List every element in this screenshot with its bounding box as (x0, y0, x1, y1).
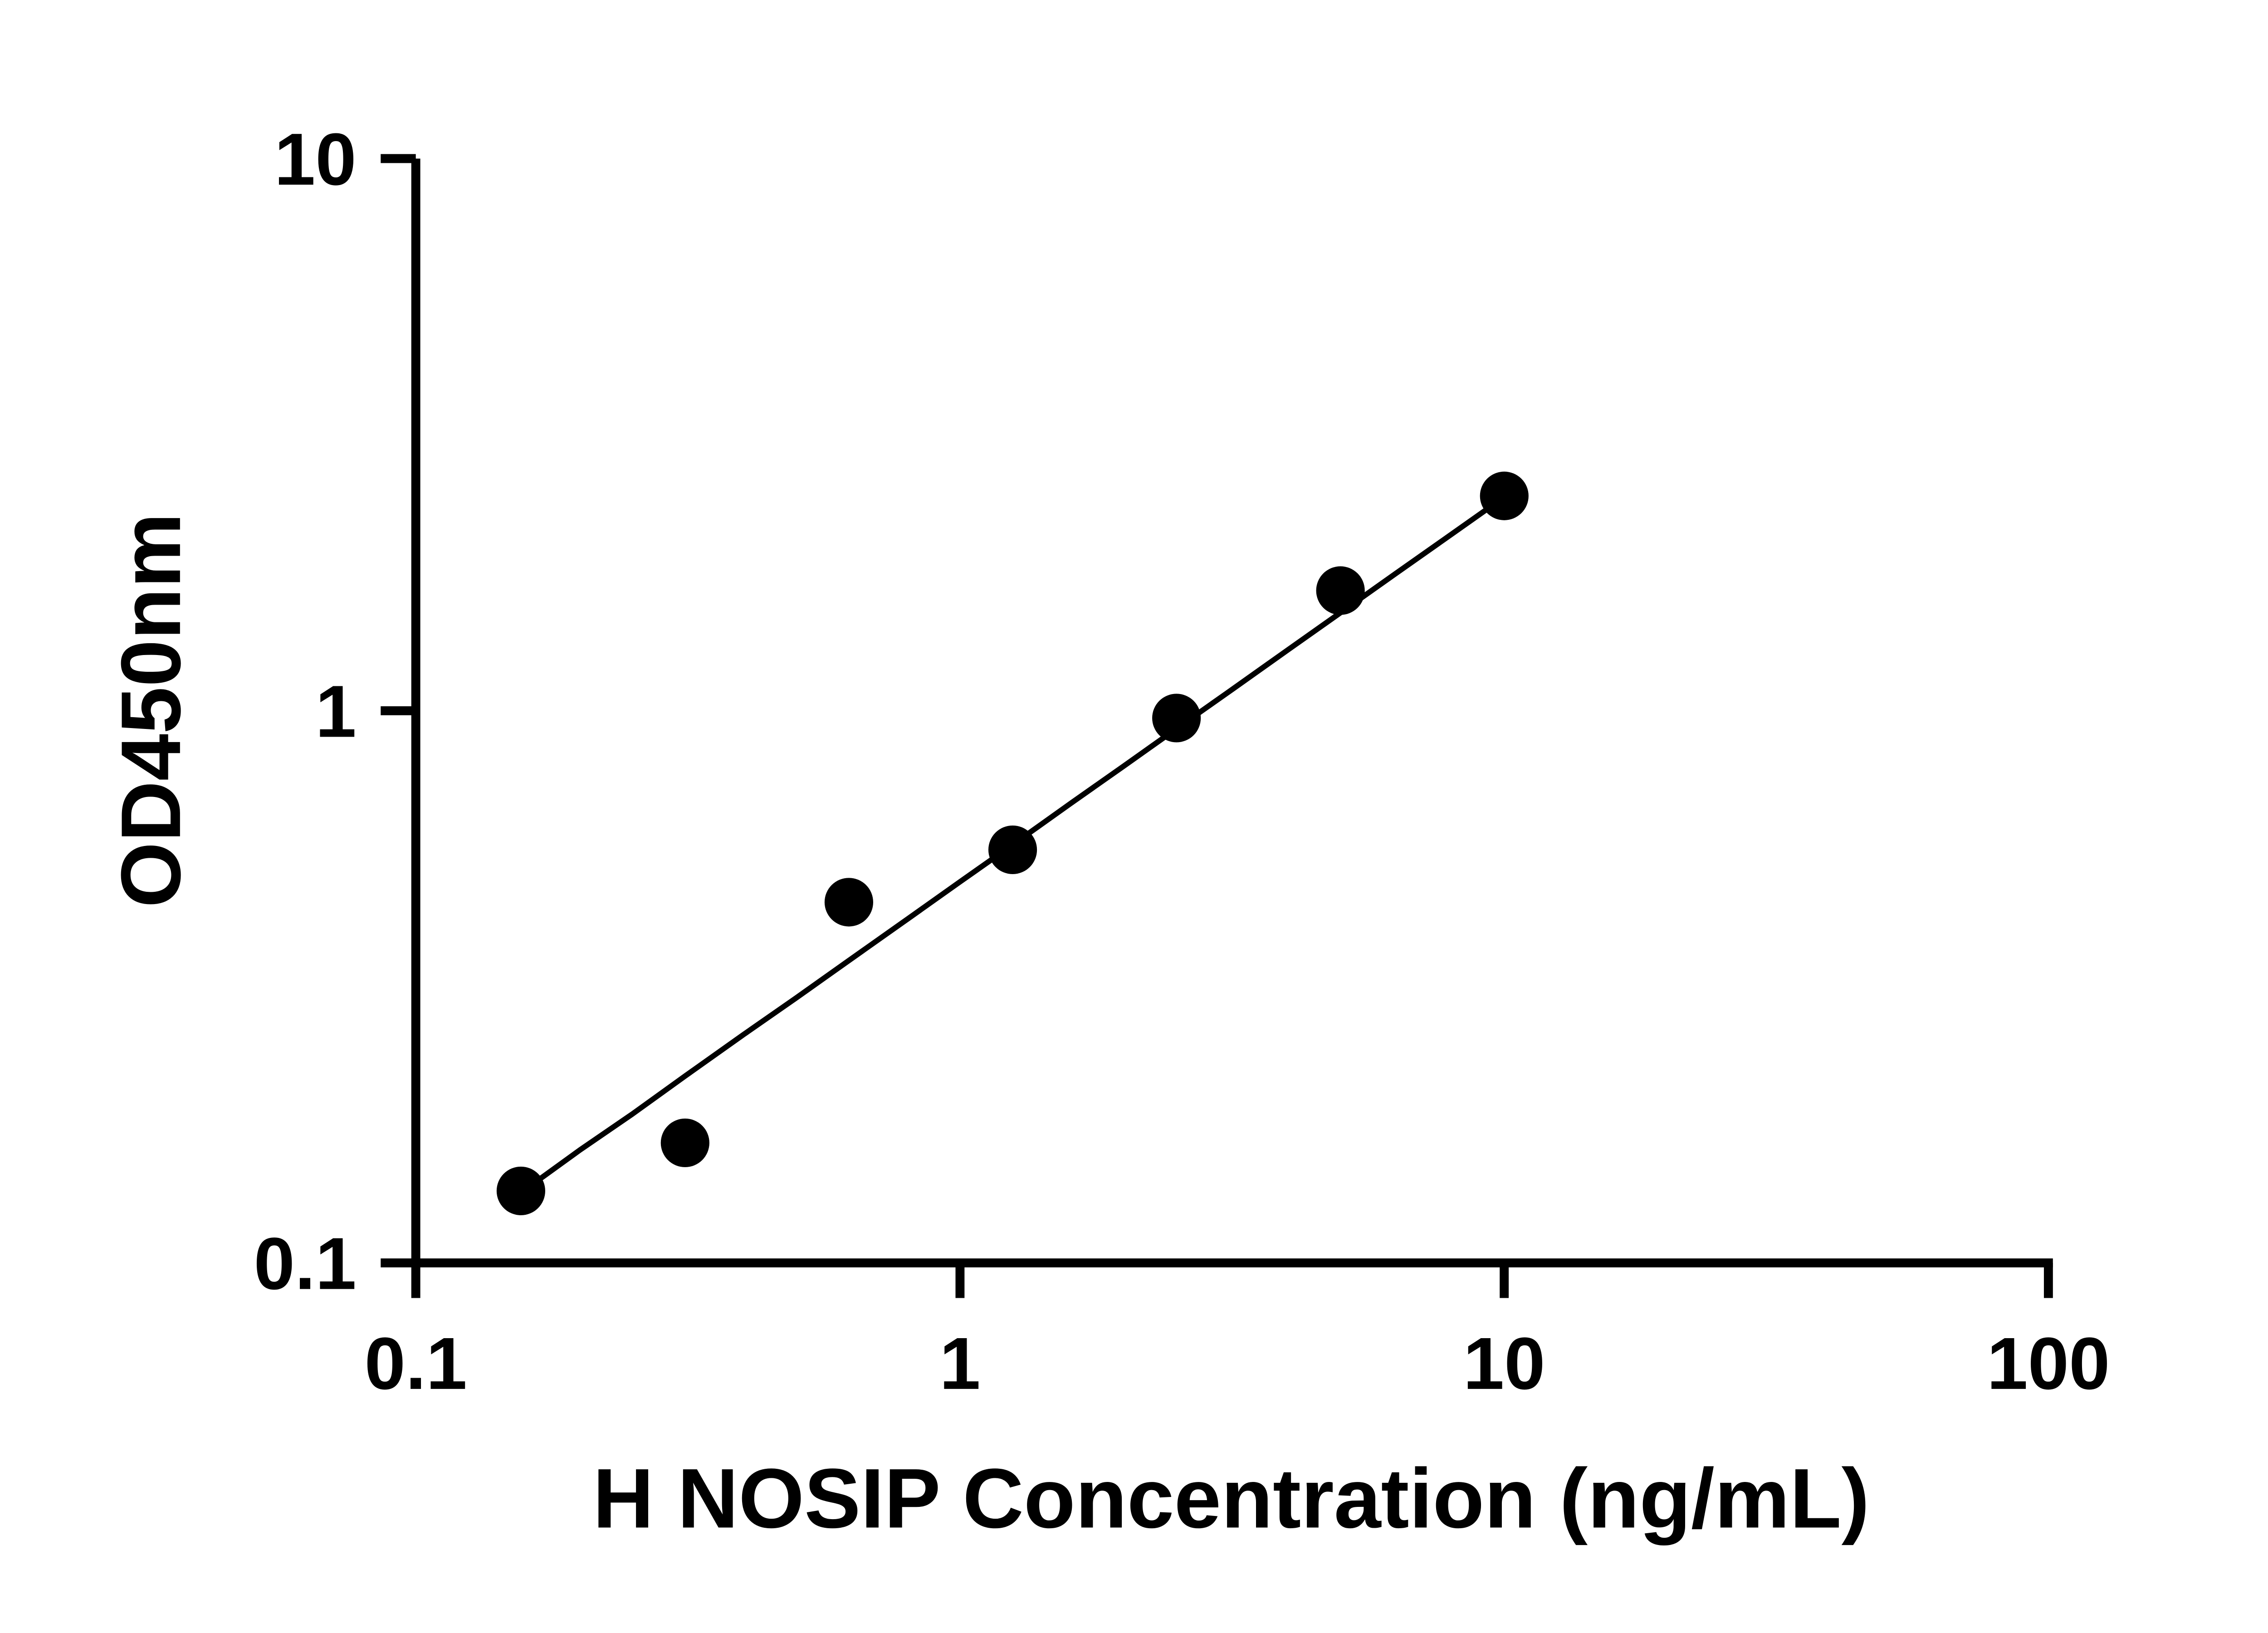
x-axis-tick-label: 0.1 (365, 1323, 467, 1405)
y-axis-tick-label: 1 (315, 670, 356, 753)
y-axis-tick-label: 10 (274, 118, 357, 200)
data-point (988, 825, 1037, 874)
data-point (824, 878, 873, 927)
x-axis-tick-label: 1 (939, 1323, 980, 1405)
x-axis-title: H NOSIP Concentration (ng/mL) (593, 1451, 1870, 1545)
y-axis-title: OD450nm (103, 513, 198, 908)
x-axis-tick-label: 100 (1987, 1323, 2110, 1405)
x-axis-tick-label: 10 (1463, 1323, 1545, 1405)
data-point (1316, 566, 1365, 615)
data-point (660, 1118, 709, 1168)
y-axis-tick-label: 0.1 (254, 1223, 357, 1305)
data-point (1480, 471, 1529, 520)
plot-area: 0.1 1 10 100 0.1 1 10 (254, 118, 2110, 1405)
data-point (496, 1166, 545, 1215)
data-point (1152, 694, 1201, 743)
